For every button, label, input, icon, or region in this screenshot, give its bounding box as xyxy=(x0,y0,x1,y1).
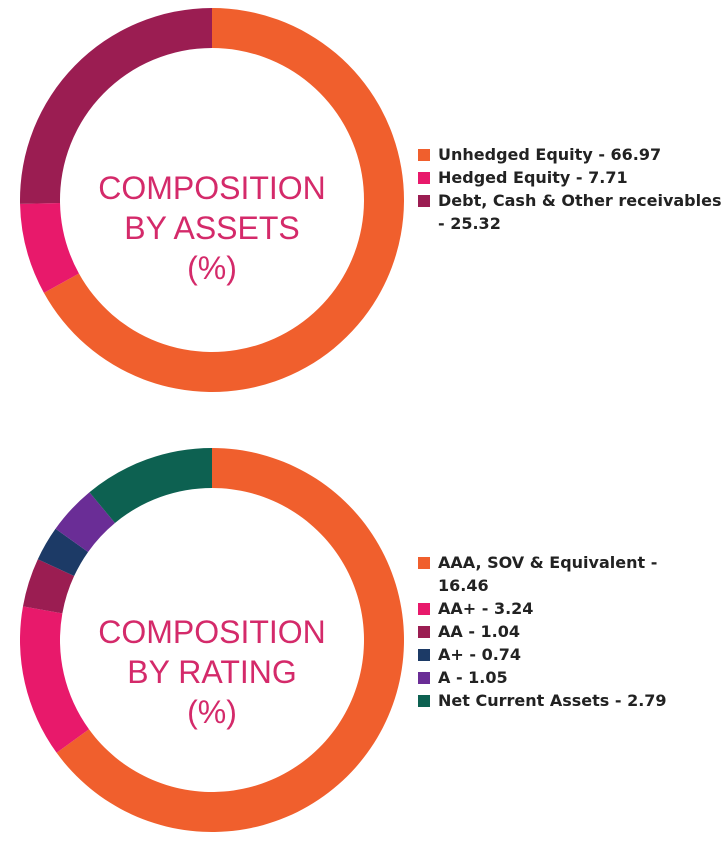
legend-swatch xyxy=(418,172,430,184)
rating-slice-aa xyxy=(19,606,89,753)
legend-label: AA - 1.04 xyxy=(438,622,521,641)
composition-by-rating-chart: COMPOSITION BY RATING (%) AAA, SOV & Equ… xyxy=(0,440,728,841)
rating-center-title: COMPOSITION BY RATING (%) xyxy=(82,612,342,732)
assets-center-title: COMPOSITION BY ASSETS (%) xyxy=(82,168,342,288)
assets-legend-item-unhedged-equity: Unhedged Equity - 66.97 xyxy=(418,143,728,166)
legend-label: A - 1.05 xyxy=(438,668,508,687)
legend-swatch xyxy=(418,695,430,707)
rating-slice-a xyxy=(55,492,115,552)
rating-legend-item-a: A - 1.05 xyxy=(418,666,728,689)
rating-slice-net-current-assets xyxy=(89,448,212,523)
legend-label: Debt, Cash & Other receivables xyxy=(438,191,722,210)
composition-by-assets-chart: COMPOSITION BY ASSETS (%) Unhedged Equit… xyxy=(0,0,728,400)
legend-swatch xyxy=(418,649,430,661)
rating-donut xyxy=(19,448,405,832)
legend-swatch xyxy=(418,557,430,569)
legend-swatch xyxy=(418,149,430,161)
assets-legend-item-debt-cash-other-receivables: Debt, Cash & Other receivables - 25.32 xyxy=(418,189,728,235)
legend-swatch xyxy=(418,672,430,684)
rating-legend-item-aaa-sov-equivalent: AAA, SOV & Equivalent - 16.46 xyxy=(418,551,728,597)
legend-label: Hedged Equity - 7.71 xyxy=(438,168,628,187)
legend-label: Net Current Assets - 2.79 xyxy=(438,691,667,710)
rating-title-line-1: COMPOSITION xyxy=(98,614,326,650)
legend-swatch xyxy=(418,626,430,638)
assets-legend: Unhedged Equity - 66.97 Hedged Equity - 7… xyxy=(418,143,728,235)
rating-title-line-3: (%) xyxy=(187,694,237,730)
assets-title-line-2: BY ASSETS xyxy=(124,210,300,246)
legend-swatch xyxy=(418,195,430,207)
legend-label: Unhedged Equity - 66.97 xyxy=(438,145,662,164)
legend-label: AA+ - 3.24 xyxy=(438,599,534,618)
legend-label: A+ - 0.74 xyxy=(438,645,522,664)
rating-slice-aa xyxy=(22,559,75,614)
rating-legend-item-net-current-assets: Net Current Assets - 2.79 xyxy=(418,689,728,712)
assets-title-line-1: COMPOSITION xyxy=(98,170,326,206)
rating-slice-a xyxy=(37,528,89,577)
assets-title-line-3: (%) xyxy=(187,250,237,286)
assets-slice-debt-cash-other-receivables xyxy=(19,8,212,204)
rating-legend: AAA, SOV & Equivalent - 16.46 AA+ - 3.24 AA… xyxy=(418,551,728,712)
rating-legend-item-aa: AA - 1.04 xyxy=(418,620,728,643)
legend-label: AAA, SOV & Equivalent - xyxy=(438,553,658,572)
rating-legend-item-a: A+ - 0.74 xyxy=(418,643,728,666)
rating-legend-item-aa: AA+ - 3.24 xyxy=(418,597,728,620)
assets-legend-item-hedged-equity: Hedged Equity - 7.71 xyxy=(418,166,728,189)
legend-label: - 25.32 xyxy=(438,214,501,233)
legend-swatch xyxy=(418,603,430,615)
assets-donut xyxy=(19,8,404,392)
assets-slice-hedged-equity xyxy=(20,203,79,293)
rating-title-line-2: BY RATING xyxy=(127,654,297,690)
legend-label: 16.46 xyxy=(438,576,489,595)
